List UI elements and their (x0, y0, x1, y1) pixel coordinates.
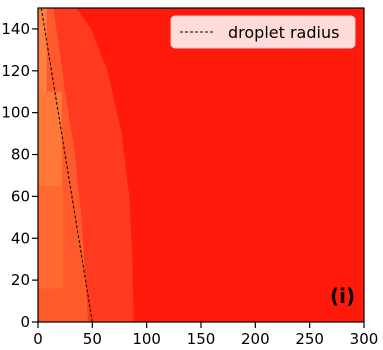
x-tick-label: 200 (241, 330, 270, 348)
panel-label: (i) (330, 284, 355, 308)
heatmap-regions (38, 8, 364, 322)
heatmap-region-3 (38, 185, 63, 289)
y-tick-label: 140 (1, 20, 30, 38)
heatmap-region-4 (38, 91, 62, 186)
legend-label-droplet-radius: droplet radius (228, 23, 339, 42)
x-tick-label: 50 (83, 330, 102, 348)
y-tick-label: 120 (1, 62, 30, 80)
y-tick-label: 0 (20, 313, 30, 331)
x-tick-label: 100 (132, 330, 161, 348)
legend-box (170, 15, 356, 49)
x-tick-label: 150 (187, 330, 216, 348)
y-tick-label: 60 (11, 187, 30, 205)
y-tick-label: 100 (1, 104, 30, 122)
series-layer (40, 8, 93, 322)
y-tick-label: 20 (11, 271, 30, 289)
x-tick-label: 250 (295, 330, 324, 348)
x-axis: 0 50 100 150 200 250 300 (33, 322, 378, 348)
heatmap-region-5 (38, 8, 47, 92)
y-axis: 0 20 40 60 80 100 120 140 (1, 20, 38, 331)
y-tick-label: 40 (11, 229, 30, 247)
x-tick-label: 0 (33, 330, 43, 348)
legend: droplet radius (170, 15, 356, 49)
x-tick-label: 300 (350, 330, 379, 348)
series-line-droplet-radius (40, 8, 93, 322)
y-tick-label: 80 (11, 146, 30, 164)
